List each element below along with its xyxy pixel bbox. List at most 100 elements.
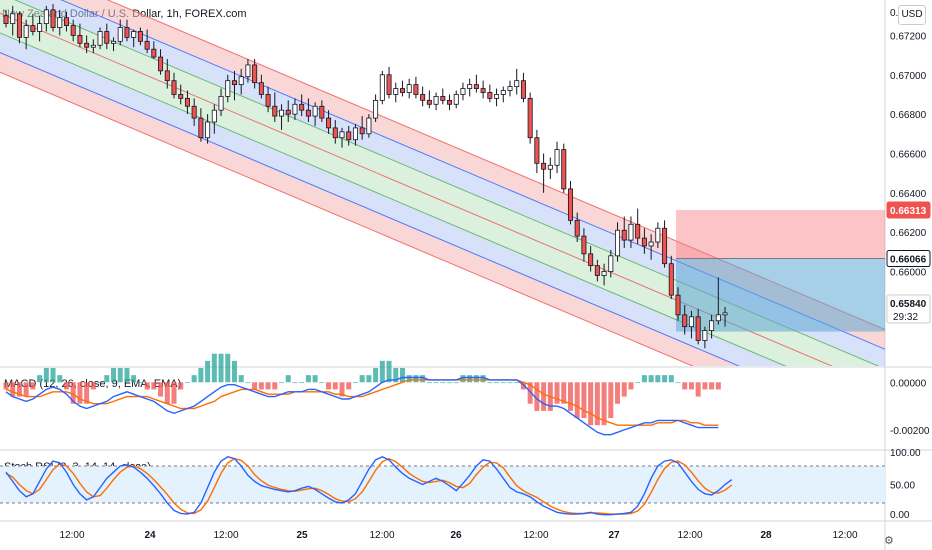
candle-body [104, 31, 110, 44]
candle-body [675, 294, 681, 316]
candle-body [77, 35, 83, 44]
macd-histogram-bar [601, 382, 607, 426]
macd-histogram-bar [473, 375, 479, 383]
macd-histogram-bar [97, 382, 103, 384]
macd-histogram-bar [211, 353, 217, 383]
candle-body [198, 117, 204, 139]
candle-body [460, 88, 466, 95]
macd-histogram-bar [191, 375, 197, 383]
macd-histogram-bar [352, 382, 358, 384]
currency-button[interactable]: USD [898, 5, 926, 25]
macd-histogram-bar [231, 360, 237, 383]
macd-histogram-bar [635, 382, 641, 384]
macd-histogram-bar [258, 382, 264, 390]
macd-histogram-bar [158, 382, 164, 397]
candle-body [641, 237, 647, 247]
macd-tick-label: 0.00000 [890, 378, 927, 389]
macd-histogram-bar [386, 360, 392, 383]
price-tick-label: 0. [890, 8, 898, 19]
macd-histogram-bar [359, 375, 365, 383]
price-badge-label: 0.65840 [890, 299, 927, 310]
time-tick-label: 12:00 [59, 530, 84, 541]
candle-body [305, 109, 311, 117]
macd-histogram-bar [541, 382, 547, 411]
candle-body [682, 314, 688, 328]
candle-body [514, 80, 520, 87]
macd-histogram-bar [339, 382, 345, 397]
time-tick-label: 12:00 [523, 530, 548, 541]
macd-histogram-bar [218, 353, 224, 383]
candle-body [594, 265, 600, 276]
candle-body [433, 96, 439, 105]
candle-body [158, 56, 164, 72]
macd-histogram-bar [520, 382, 526, 390]
macd-histogram-bar [63, 382, 69, 390]
candle-body [588, 253, 594, 267]
stop-loss-zone [676, 209, 885, 259]
candle-body [245, 64, 251, 78]
candle-body [131, 31, 137, 38]
stoch-tick-label: 50.00 [890, 481, 915, 492]
channel-band-inner-upper [0, 0, 879, 366]
macd-histogram-bar [447, 382, 453, 384]
candle-body [238, 76, 244, 86]
macd-histogram-bar [467, 375, 473, 383]
macd-histogram-bar [527, 382, 533, 404]
candle-body [715, 314, 721, 322]
candle-body [339, 131, 345, 139]
candle-body [581, 235, 587, 255]
candle-body [608, 255, 614, 272]
candle-body [191, 105, 197, 119]
macd-histogram-bar [279, 382, 285, 384]
candle-body [527, 97, 533, 139]
macd-histogram-bar [23, 382, 29, 397]
macd-histogram-bar [507, 382, 513, 384]
price-tick-label: 0.67200 [890, 31, 927, 42]
price-badge [886, 250, 931, 268]
macd-histogram-bar [366, 375, 372, 383]
price-tick-label: 0.66000 [890, 268, 927, 279]
macd-histogram-bar [534, 382, 540, 411]
candle-body [326, 117, 332, 129]
time-tick-label: 25 [296, 530, 308, 541]
candle-body [279, 109, 285, 117]
main-pane [0, 0, 885, 366]
channel-line [0, 52, 741, 366]
time-tick-label: 12:00 [369, 530, 394, 541]
macd-histogram-bar [111, 368, 117, 383]
macd-histogram-bar [413, 375, 419, 383]
candle-body [70, 25, 76, 36]
candle-body [43, 9, 49, 25]
candle-body [164, 70, 170, 82]
candle-body [621, 229, 627, 241]
candle-body [218, 96, 224, 111]
macd-histogram-bar [709, 382, 715, 390]
price-tick-label: 0.66200 [890, 228, 927, 239]
candle-body [574, 219, 580, 237]
macd-histogram-bar [655, 375, 661, 383]
candle-body [655, 227, 661, 243]
macd-histogram-bar [494, 382, 500, 384]
candle-body [494, 94, 500, 99]
candle-body [3, 15, 9, 25]
macd-line [5, 376, 719, 436]
gear-icon[interactable]: ⚙ [884, 535, 894, 547]
candle-body [332, 127, 338, 139]
candle-body [265, 94, 271, 107]
macd-histogram-bar [205, 360, 211, 383]
macd-histogram-bar [695, 382, 701, 397]
candle-body [10, 13, 16, 25]
candle-body [615, 229, 621, 257]
candle-body [252, 64, 258, 84]
candle-body [379, 74, 385, 101]
macd-histogram-bar [433, 382, 439, 384]
candle-body [117, 27, 123, 42]
candle-body [16, 13, 22, 38]
macd-histogram-bar [57, 375, 63, 383]
candle-body [413, 84, 419, 95]
candle-body [520, 80, 526, 99]
macd-histogram-bar [399, 368, 405, 383]
time-tick-label: 12:00 [677, 530, 702, 541]
candle-body [205, 121, 211, 139]
